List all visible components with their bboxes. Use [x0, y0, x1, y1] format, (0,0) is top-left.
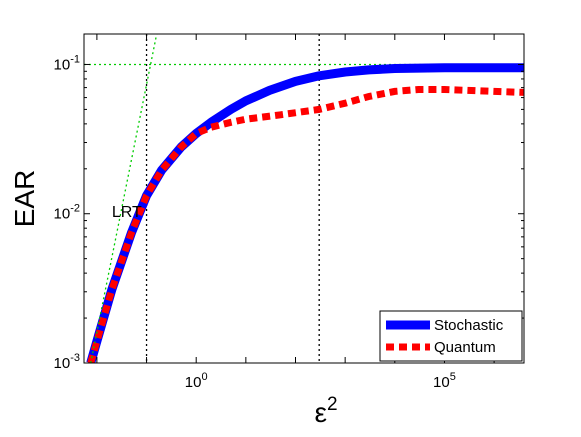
- legend-label-stochastic: Stochastic: [434, 317, 504, 334]
- annotations: LRT: [112, 204, 142, 221]
- plot-frame: [83, 33, 525, 364]
- series-line-quantum: [87, 86, 524, 363]
- x-tick-label: 105: [433, 371, 456, 391]
- ticks: 100 105 10-3 10-2 10-1: [54, 34, 524, 391]
- series-group: [86, 34, 524, 363]
- legend: Stochastic Quantum: [379, 310, 523, 362]
- x-axis-title: ε2: [314, 394, 337, 428]
- y-axis-title: EAR: [9, 170, 40, 228]
- y-tick-label: 10-1: [54, 53, 80, 73]
- x-tick-label: 100: [185, 371, 208, 391]
- legend-box: [379, 310, 523, 362]
- y-tick-label: 10-2: [54, 203, 80, 223]
- axes: [83, 33, 525, 364]
- legend-label-quantum: Quantum: [434, 339, 496, 356]
- lrt-annotation: LRT: [112, 204, 142, 221]
- y-tick-label: 10-3: [54, 352, 80, 372]
- series-line-lrt-reference-slope: [90, 34, 158, 363]
